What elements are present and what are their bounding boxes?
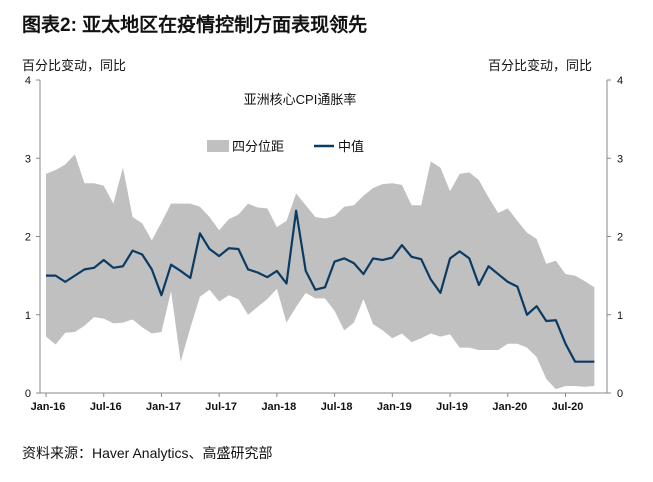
left-y-tick-label: 1 bbox=[25, 310, 31, 322]
x-tick-label: Jan-18 bbox=[261, 401, 296, 413]
left-y-tick-label: 4 bbox=[25, 75, 31, 87]
legend-swatch-iqr bbox=[207, 140, 229, 152]
x-tick-label: Jan-20 bbox=[492, 401, 527, 413]
x-tick-label: Jul-18 bbox=[321, 401, 353, 413]
right-y-tick-label: 1 bbox=[617, 310, 623, 322]
legend-label-iqr: 四分位距 bbox=[232, 139, 284, 154]
x-tick-label: Jan-17 bbox=[146, 401, 181, 413]
source-note: 资料来源：Haver Analytics、高盛研究部 bbox=[22, 445, 273, 461]
x-tick-label: Jul-17 bbox=[205, 401, 237, 413]
left-y-tick-label: 0 bbox=[25, 388, 31, 400]
right-y-tick-label: 0 bbox=[617, 388, 623, 400]
chart-title: 亚洲核心CPI通胀率 bbox=[244, 92, 357, 107]
right-y-tick-label: 3 bbox=[617, 153, 623, 165]
left-axis-unit: 百分比变动，同比 bbox=[22, 58, 127, 73]
legend-label-median: 中值 bbox=[338, 139, 364, 154]
axes: 0 0 1 1 2 2 3 3 4 4 Jan-16 Jul-16 Jan-17 Jul-17 Jan-18… bbox=[25, 75, 623, 413]
x-tick-label: Jul-20 bbox=[552, 401, 584, 413]
median-line bbox=[46, 209, 595, 363]
left-y-tick-label: 2 bbox=[25, 232, 31, 244]
x-tick-label: Jan-19 bbox=[377, 401, 412, 413]
x-tick-label: Jul-16 bbox=[90, 401, 122, 413]
right-axis-unit: 百分比变动，同比 bbox=[488, 58, 593, 73]
x-tick-label: Jul-19 bbox=[436, 401, 468, 413]
iqr-band bbox=[46, 154, 595, 390]
x-tick-label: Jan-16 bbox=[31, 401, 66, 413]
right-y-tick-label: 2 bbox=[617, 232, 623, 244]
right-y-tick-label: 4 bbox=[617, 75, 623, 87]
left-y-tick-label: 3 bbox=[25, 153, 31, 165]
figure-title: 图表2: 亚太地区在疫情控制方面表现领先 bbox=[22, 15, 368, 36]
